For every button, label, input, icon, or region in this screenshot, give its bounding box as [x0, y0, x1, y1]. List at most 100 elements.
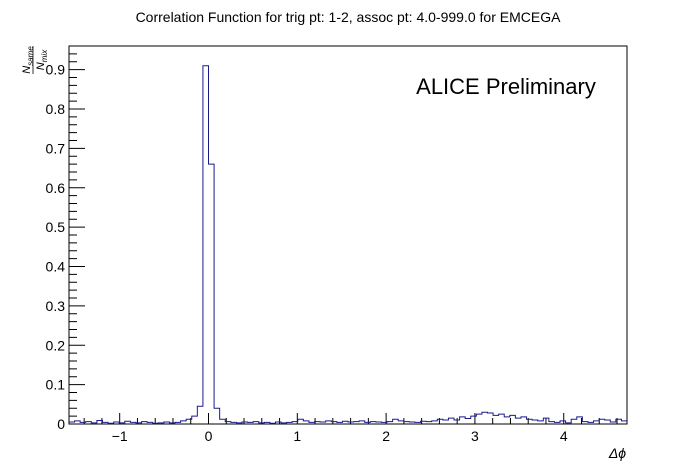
x-tick-label: 0	[205, 428, 213, 444]
y-tick-label: 0	[57, 416, 65, 432]
histogram-bin	[197, 406, 203, 424]
histogram-bin	[97, 420, 103, 424]
histogram-bin	[515, 418, 521, 424]
histogram-bin	[393, 419, 399, 424]
histogram-bin	[610, 422, 616, 424]
histogram-bin	[292, 422, 298, 424]
histogram-bin	[538, 421, 544, 424]
histogram-bin	[169, 423, 175, 424]
histogram-bin	[582, 422, 588, 424]
histogram-bin	[181, 421, 187, 424]
y-axis: 0 0.1 0.2 0.3 0.4 0.5 0.6 0.7 0.8 0.9	[46, 45, 85, 432]
x-tick-label: 4	[560, 428, 568, 444]
histogram-bin	[209, 164, 215, 424]
histogram-bin	[102, 422, 108, 424]
histogram-bin	[409, 422, 415, 424]
histogram-bin	[231, 422, 237, 424]
histogram-bin	[142, 422, 148, 424]
histogram-bin	[471, 416, 477, 424]
histogram-bin	[398, 421, 404, 424]
histogram-bin	[571, 419, 577, 424]
histogram-bin	[488, 413, 494, 424]
x-tick-label: 3	[471, 428, 479, 444]
histogram-bin	[370, 422, 376, 424]
histogram-bin	[114, 422, 120, 424]
histogram-bin	[348, 422, 354, 424]
x-axis-label: Δϕ	[608, 445, 626, 461]
histogram-bin	[465, 418, 471, 424]
histogram-bin	[554, 422, 560, 424]
histogram-bin	[521, 417, 527, 424]
histogram-bin	[376, 422, 382, 424]
histogram-bin	[354, 422, 360, 424]
histogram-bin	[337, 422, 343, 424]
histogram-bin	[130, 422, 136, 424]
histogram-bin	[86, 422, 92, 424]
histogram-bin	[75, 421, 81, 424]
histogram-bin	[499, 414, 505, 424]
histogram-bin	[448, 418, 454, 424]
histogram-bin	[543, 418, 549, 424]
y-tick-label: 0.7	[46, 140, 66, 156]
y-axis-label: Nsame Nmix	[21, 46, 49, 74]
histogram-bin	[164, 422, 170, 424]
histogram-bin	[298, 419, 304, 424]
histogram-bin	[275, 422, 281, 424]
histogram-bin	[259, 423, 265, 424]
y-tick-label: 0.8	[46, 101, 66, 117]
histogram-bin	[91, 423, 97, 424]
histogram-bin	[549, 422, 555, 424]
histogram-bin	[577, 417, 583, 424]
histogram-bin	[186, 419, 192, 424]
histogram-bin	[415, 422, 421, 424]
histogram-bin	[225, 422, 231, 424]
histogram-bin	[387, 422, 393, 424]
x-tick-label: −1	[112, 428, 128, 444]
histogram-bin	[281, 423, 287, 424]
alice-preliminary-label: ALICE Preliminary	[416, 74, 596, 99]
histogram-bin	[80, 422, 86, 424]
plot-frame	[68, 45, 628, 425]
histogram-bin	[454, 420, 460, 424]
y-tick-label: 0.2	[46, 337, 66, 353]
histogram-bin	[220, 419, 226, 424]
histogram-bin	[69, 422, 75, 424]
y-tick-label: 0.9	[46, 62, 66, 78]
histogram-bin	[287, 422, 293, 424]
y-tick-label: 0.6	[46, 180, 66, 196]
histogram-bin	[560, 421, 566, 424]
histogram-bin	[253, 422, 259, 424]
histogram-bin	[303, 421, 309, 424]
histogram-bin	[309, 422, 315, 424]
y-tick-label: 0.5	[46, 219, 66, 235]
histogram-bin	[264, 422, 270, 424]
histogram-bin	[482, 412, 488, 424]
histogram-bin	[437, 419, 443, 424]
histogram-bin	[147, 422, 153, 424]
histogram-bin	[136, 423, 142, 424]
histogram-bin	[381, 422, 387, 424]
histogram-bin	[527, 419, 533, 424]
histogram-bin	[108, 423, 114, 424]
y-label-denominator: Nmix	[35, 49, 49, 70]
histogram-bin	[331, 422, 337, 424]
histogram-bin	[248, 422, 254, 424]
histogram-bin	[320, 422, 326, 424]
histogram-bin	[421, 421, 427, 424]
histogram-bin	[125, 421, 131, 424]
histogram-bin	[342, 421, 348, 424]
chart-title: Correlation Function for trig pt: 1-2, a…	[136, 9, 562, 25]
histogram-bin	[315, 422, 321, 424]
histogram-bin	[599, 419, 605, 424]
histogram-line	[69, 65, 627, 424]
histogram-series	[69, 65, 627, 424]
histogram-bin	[270, 423, 276, 424]
histogram-bin	[432, 421, 438, 424]
histogram-bin	[158, 423, 164, 424]
histogram-bin	[504, 417, 510, 424]
histogram-bin	[588, 422, 594, 424]
histogram-bin	[192, 416, 198, 424]
histogram-bin	[203, 66, 209, 424]
histogram-bin	[404, 422, 410, 424]
